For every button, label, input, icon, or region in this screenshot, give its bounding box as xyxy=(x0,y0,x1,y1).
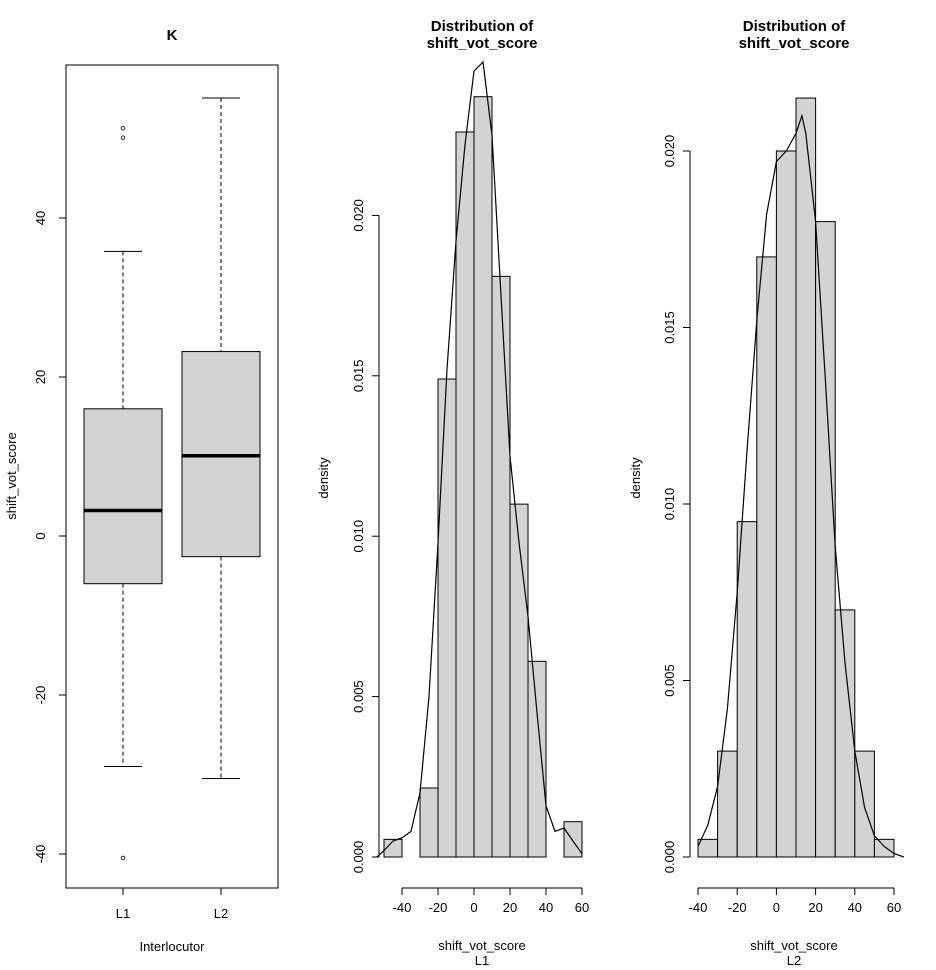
hist-l1-density-curve xyxy=(376,60,583,858)
hist-l1-bar xyxy=(383,838,403,858)
hist-l1-bar xyxy=(473,96,493,858)
hist-l1-x-axis: -40 -20 0 20 40 60 xyxy=(393,887,589,915)
boxplot-y-tick-label: -40 xyxy=(33,845,48,864)
hist-l2-bar xyxy=(795,97,817,858)
hist-l1-title-line2: shift_vot_score xyxy=(427,35,538,52)
hist-l2-xlabel-line1: shift_vot_score xyxy=(750,938,837,953)
hist-l1-title-line1: Distribution of xyxy=(431,18,534,35)
hist-l1-y-tick-label: 0.015 xyxy=(351,360,366,393)
boxplot-y-tick-label: 40 xyxy=(33,211,48,225)
hist-l1-y-tick-label: 0.010 xyxy=(351,520,366,553)
hist-l1-y-axis: 0.000 0.005 0.010 0.015 0.020 xyxy=(351,199,380,874)
boxplot-title: K xyxy=(167,27,178,44)
hist-l1-x-tick-label: -40 xyxy=(393,900,412,915)
boxplot-x-tick-label: L2 xyxy=(214,906,228,921)
hist-l2-y-axis: 0.000 0.005 0.010 0.015 0.020 xyxy=(662,135,691,874)
hist-l1-bar xyxy=(491,275,511,858)
hist-l2-y-tick-label: 0.020 xyxy=(662,135,677,168)
box-outlier xyxy=(120,855,126,861)
hist-l1-bar xyxy=(563,821,583,858)
hist-l2-x-tick-label: 0 xyxy=(773,900,780,915)
hist-l2-title-line2: shift_vot_score xyxy=(739,35,850,52)
hist-l2-bar xyxy=(815,221,836,858)
hist-l1-x-tick-label: -20 xyxy=(429,900,448,915)
boxplot-boxes xyxy=(83,97,261,861)
hist-l2-x-tick-label: -40 xyxy=(689,900,708,915)
hist-l1-bar xyxy=(437,378,457,858)
boxplot-y-tick-label: 20 xyxy=(33,370,48,384)
hist-l1-xlabel-line2: L1 xyxy=(475,953,489,968)
hist-l1-ylabel: density xyxy=(316,457,331,499)
hist-l2-y-tick-label: 0.000 xyxy=(662,841,677,874)
histogram-l1-panel: Distribution of shift_vot_score shift_vo… xyxy=(316,18,589,968)
boxplot-x-tick-label: L1 xyxy=(116,906,130,921)
boxplot-x-axis: L1 L2 xyxy=(116,887,228,921)
hist-l2-y-tick-label: 0.015 xyxy=(662,311,677,344)
box-iqr xyxy=(83,408,163,585)
hist-l2-bar xyxy=(736,521,758,858)
hist-l1-x-tick-label: 20 xyxy=(503,900,517,915)
hist-l2-ylabel: density xyxy=(628,457,643,499)
hist-l1-x-tick-label: 40 xyxy=(539,900,553,915)
hist-l1-bar xyxy=(527,660,547,858)
hist-l1-y-tick-label: 0.020 xyxy=(351,199,366,232)
hist-l2-xlabel-line2: L2 xyxy=(787,953,801,968)
hist-l2-bar xyxy=(775,150,797,858)
hist-l1-bar xyxy=(509,503,529,858)
hist-l2-title-line1: Distribution of xyxy=(743,18,846,35)
box-outlier xyxy=(120,135,126,140)
hist-l2-x-axis: -40 -20 0 20 40 60 xyxy=(689,887,901,915)
boxplot-y-tick-label: 0 xyxy=(33,532,48,539)
hist-l1-bars xyxy=(383,96,583,858)
boxplot-y-axis: -40 -20 0 20 40 xyxy=(33,211,67,864)
hist-l1-x-tick-label: 60 xyxy=(575,900,589,915)
box-outlier xyxy=(120,125,126,131)
hist-l2-x-tick-label: -20 xyxy=(728,900,747,915)
hist-l2-density-curve xyxy=(697,113,905,858)
hist-l1-xlabel-line1: shift_vot_score xyxy=(438,938,525,953)
hist-l2-x-tick-label: 40 xyxy=(848,900,862,915)
hist-l1-y-tick-label: 0.000 xyxy=(351,841,366,874)
hist-l2-y-tick-label: 0.005 xyxy=(662,664,677,697)
boxplot-xlabel: Interlocutor xyxy=(139,939,205,954)
histogram-l2-panel: Distribution of shift_vot_score shift_vo… xyxy=(628,18,905,968)
hist-l1-bar xyxy=(455,131,475,858)
boxplot-ylabel: shift_vot_score xyxy=(4,432,19,519)
boxplot-y-tick-label: -20 xyxy=(33,686,48,705)
hist-l2-bar xyxy=(756,256,777,858)
boxplot-panel: K Interlocutor shift_vot_score -40 -20 0 20… xyxy=(4,27,279,954)
hist-l2-bar xyxy=(834,609,856,858)
hist-l2-bars xyxy=(697,97,895,858)
hist-l2-bar xyxy=(873,838,895,858)
hist-l2-x-tick-label: 20 xyxy=(808,900,822,915)
hist-l2-y-tick-label: 0.010 xyxy=(662,488,677,521)
hist-l1-bar xyxy=(419,787,439,858)
hist-l2-bar xyxy=(697,838,719,858)
hist-l2-x-tick-label: 60 xyxy=(887,900,901,915)
hist-l1-y-tick-label: 0.005 xyxy=(351,680,366,713)
hist-l1-x-tick-label: 0 xyxy=(470,900,477,915)
